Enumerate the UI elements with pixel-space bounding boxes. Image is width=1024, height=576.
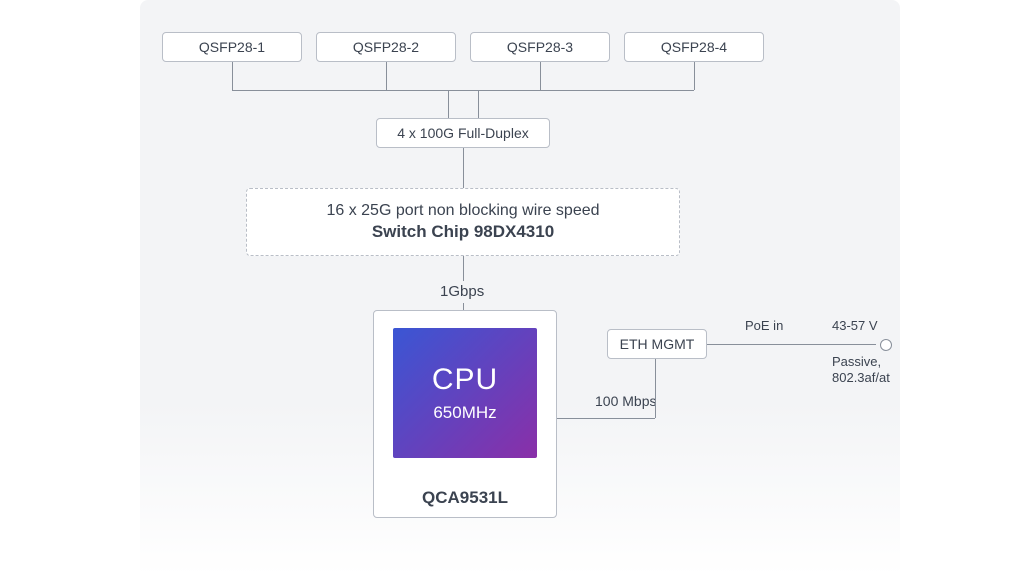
link-1gbps-label: 1Gbps [440, 283, 484, 300]
qsfp-port-2-label: QSFP28-2 [353, 39, 419, 55]
poe-in-label: PoE in [745, 318, 783, 333]
poe-terminal-icon [880, 339, 892, 351]
cpu-chip-name: QCA9531L [422, 488, 508, 508]
poe-passive-label: Passive, 802.3af/at [832, 354, 890, 387]
qsfp-port-1: QSFP28-1 [162, 32, 302, 62]
switch-chip-line2: Switch Chip 98DX4310 [326, 221, 599, 243]
link-100mbps-label: 100 Mbps [595, 393, 656, 409]
qsfp-port-3-label: QSFP28-3 [507, 39, 573, 55]
switch-chip-box: 16 x 25G port non blocking wire speed Sw… [246, 188, 680, 256]
qsfp-port-4-label: QSFP28-4 [661, 39, 727, 55]
switch-chip-line1: 16 x 25G port non blocking wire speed [326, 201, 599, 222]
cpu-subtitle: 650MHz [433, 403, 496, 423]
diagram-canvas: QSFP28-1 QSFP28-2 QSFP28-3 QSFP28-4 4 x … [0, 0, 1024, 576]
qsfp-port-4: QSFP28-4 [624, 32, 764, 62]
eth-mgmt-label: ETH MGMT [620, 336, 695, 352]
poe-passive-line2: 802.3af/at [832, 370, 890, 386]
cpu-title: CPU [432, 363, 498, 397]
mux-label: 4 x 100G Full-Duplex [397, 125, 529, 141]
eth-mgmt-box: ETH MGMT [607, 329, 707, 359]
poe-voltage-label: 43-57 V [832, 318, 878, 333]
qsfp-port-1-label: QSFP28-1 [199, 39, 265, 55]
qsfp-port-3: QSFP28-3 [470, 32, 610, 62]
mux-box: 4 x 100G Full-Duplex [376, 118, 550, 148]
cpu-die: CPU 650MHz [393, 328, 537, 458]
qsfp-port-2: QSFP28-2 [316, 32, 456, 62]
poe-passive-line1: Passive, [832, 354, 890, 370]
